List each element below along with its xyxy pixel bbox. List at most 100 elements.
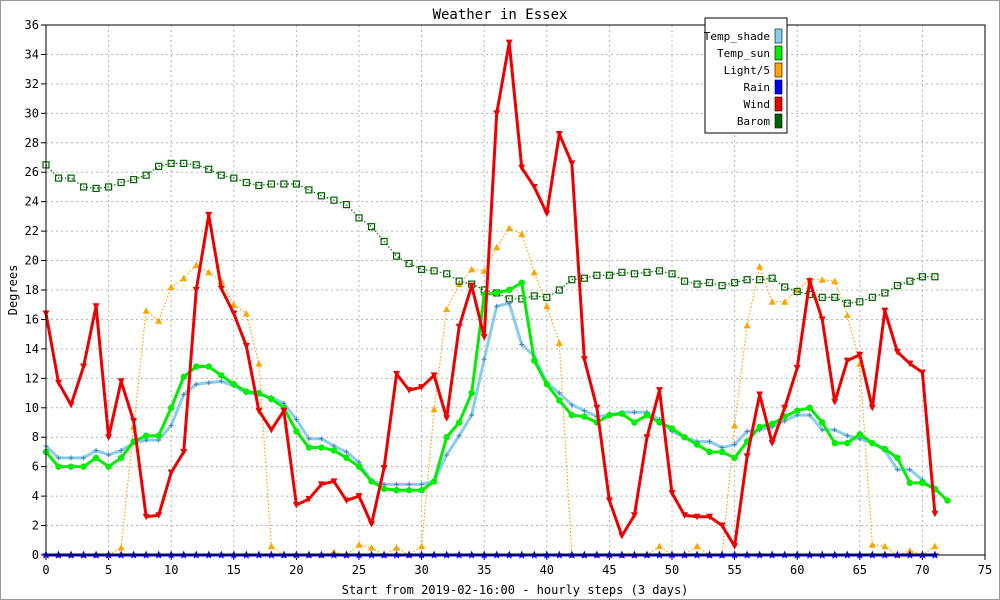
data-point-temp-sun — [919, 479, 926, 487]
legend-label-temp-shade: Temp_shade — [704, 30, 770, 43]
data-point-barom — [918, 273, 927, 281]
data-point-light-5 — [731, 421, 739, 429]
data-point-temp-sun — [518, 279, 525, 286]
data-point-barom — [868, 293, 876, 301]
data-point-temp-sun — [806, 404, 813, 411]
data-point-temp-sun — [718, 448, 726, 456]
data-point-temp-sun — [643, 411, 651, 419]
data-point-light-5 — [167, 283, 175, 291]
data-point-temp-shade — [819, 427, 825, 433]
x-axis-label: Start from 2019-02-16:00 - hourly steps … — [342, 583, 689, 597]
y-tick-label: 26 — [25, 165, 39, 179]
x-tick-label: 50 — [665, 563, 679, 577]
data-point-barom — [743, 276, 751, 284]
legend-swatch-temp-sun — [774, 45, 783, 61]
data-point-temp-sun — [155, 432, 162, 439]
data-point-wind — [55, 379, 63, 387]
data-point-barom — [392, 252, 401, 260]
data-point-barom — [342, 201, 351, 209]
y-tick-label: 8 — [32, 430, 39, 444]
data-point-temp-sun — [117, 454, 125, 462]
data-point-wind — [317, 481, 325, 488]
data-point-wind — [430, 372, 438, 379]
data-point-barom — [67, 174, 75, 182]
data-point-wind — [105, 434, 113, 441]
data-point-temp-sun — [455, 419, 463, 426]
data-point-light-5 — [468, 265, 476, 273]
x-tick-label: 15 — [227, 563, 241, 577]
data-point-light-5 — [493, 243, 501, 251]
data-point-barom — [831, 293, 839, 301]
data-point-light-5 — [443, 305, 451, 313]
data-point-temp-shade — [707, 439, 713, 445]
data-point-wind — [668, 490, 676, 497]
data-point-barom — [205, 165, 213, 173]
data-point-wind — [280, 407, 288, 415]
data-point-barom — [104, 183, 113, 191]
data-point-temp-sun — [305, 444, 313, 451]
data-point-temp-shade — [56, 455, 62, 461]
data-point-temp-sun — [831, 439, 838, 447]
data-point-light-5 — [142, 307, 150, 314]
data-point-wind — [167, 469, 175, 477]
data-point-wind — [142, 513, 150, 521]
data-point-barom — [618, 268, 626, 276]
legend-label-temp-sun: Temp_sun — [717, 47, 770, 60]
data-point-light-5 — [180, 274, 188, 282]
data-point-light-5 — [881, 542, 889, 550]
x-tick-label: 10 — [164, 563, 178, 577]
data-point-temp-sun — [193, 363, 200, 370]
data-point-light-5 — [743, 321, 751, 329]
x-tick-label: 70 — [915, 563, 929, 577]
data-point-temp-shade — [406, 481, 412, 487]
y-tick-label: 4 — [32, 489, 39, 503]
y-tick-label: 6 — [32, 460, 39, 474]
data-point-temp-shade — [456, 433, 462, 439]
y-tick-label: 34 — [25, 47, 39, 61]
data-point-wind — [380, 465, 388, 472]
data-point-light-5 — [267, 542, 275, 550]
data-point-temp-shade — [494, 303, 500, 309]
data-point-temp-shade — [68, 455, 74, 461]
chart-title: Weather in Essex — [433, 7, 568, 23]
data-point-wind — [781, 404, 789, 412]
data-point-wind — [305, 496, 313, 503]
x-tick-label: 45 — [602, 563, 616, 577]
data-point-temp-sun — [581, 413, 588, 420]
data-point-barom — [680, 277, 689, 285]
data-point-temp-sun — [944, 497, 951, 504]
data-point-light-5 — [693, 542, 701, 550]
legend: Temp_shade Temp_sun Light/5 Rain Wind Barom — [704, 17, 788, 134]
data-point-barom — [380, 237, 388, 246]
data-point-wind — [455, 323, 463, 331]
data-point-light-5 — [868, 541, 876, 548]
y-tick-label: 2 — [32, 519, 39, 533]
legend-swatch-barom — [774, 113, 783, 129]
data-point-temp-sun — [618, 410, 626, 417]
data-point-wind — [518, 164, 526, 172]
legend-swatch-temp-shade — [774, 28, 783, 44]
data-point-barom — [843, 299, 851, 307]
data-point-temp-sun — [693, 441, 701, 448]
data-point-wind — [493, 110, 501, 117]
data-point-barom — [418, 265, 426, 273]
data-point-barom — [768, 274, 776, 282]
data-point-barom — [931, 273, 939, 281]
data-point-temp-sun — [881, 445, 889, 453]
data-point-light-5 — [818, 276, 826, 283]
data-point-light-5 — [430, 405, 438, 413]
legend-swatch-light-5 — [774, 62, 783, 78]
data-point-barom — [793, 287, 801, 296]
data-point-light-5 — [530, 268, 538, 276]
data-point-barom — [455, 277, 463, 285]
data-point-barom — [730, 279, 739, 287]
data-point-temp-sun — [92, 454, 100, 462]
data-point-temp-sun — [368, 478, 375, 485]
data-point-wind — [655, 387, 663, 394]
data-point-light-5 — [393, 544, 401, 551]
data-point-barom — [367, 223, 376, 231]
y-tick-label: 12 — [25, 371, 39, 385]
y-tick-label: 28 — [25, 136, 39, 150]
data-point-wind — [530, 183, 538, 191]
